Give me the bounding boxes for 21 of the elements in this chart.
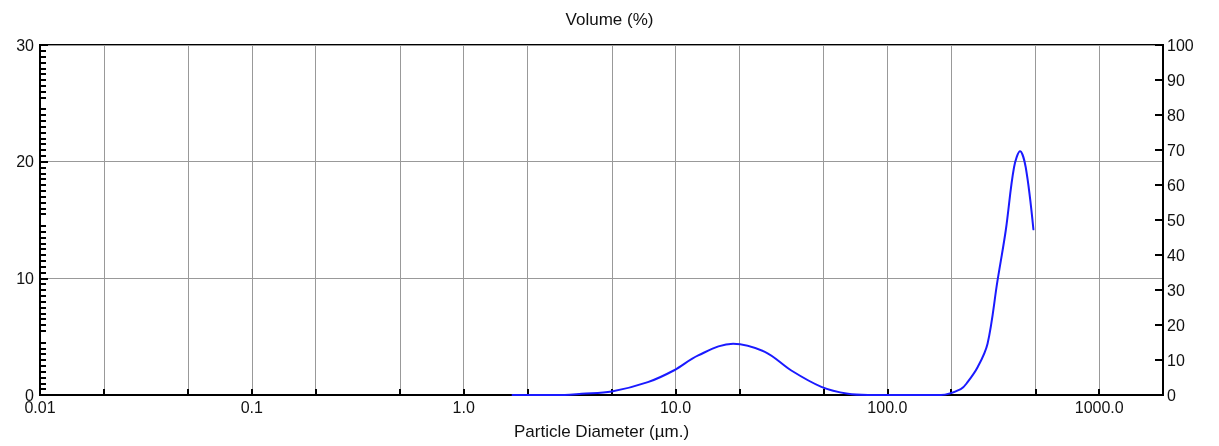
chart-title: Volume (%): [565, 10, 654, 29]
y2-tick-label: 50: [1167, 211, 1185, 229]
y2-tick-label: 90: [1167, 71, 1185, 89]
y-tick-label: 10: [16, 269, 35, 287]
y-tick-label: 20: [16, 153, 35, 171]
y2-tick-label: 70: [1167, 141, 1185, 159]
y2-tick-label: 80: [1167, 106, 1185, 124]
y2-tick-label: 10: [1167, 351, 1185, 369]
y2-tick-label: 30: [1167, 281, 1185, 299]
y-tick-label: 30: [16, 36, 35, 54]
y2-tick-label: 100: [1167, 36, 1194, 54]
y2-tick-label: 20: [1167, 316, 1185, 334]
x-tick-label: 1.0: [452, 398, 475, 416]
x-tick-label: 100.0: [867, 398, 908, 416]
x-tick-label: 0.1: [240, 398, 264, 416]
y2-tick-label: 0: [1167, 386, 1176, 404]
x-tick-label: 10.0: [659, 398, 692, 416]
x-tick-label: 1000.0: [1074, 398, 1124, 416]
y2-tick-label: 60: [1167, 176, 1185, 194]
y2-tick-label: 40: [1167, 246, 1185, 264]
x-axis-title: Particle Diameter (µm.): [513, 422, 690, 441]
